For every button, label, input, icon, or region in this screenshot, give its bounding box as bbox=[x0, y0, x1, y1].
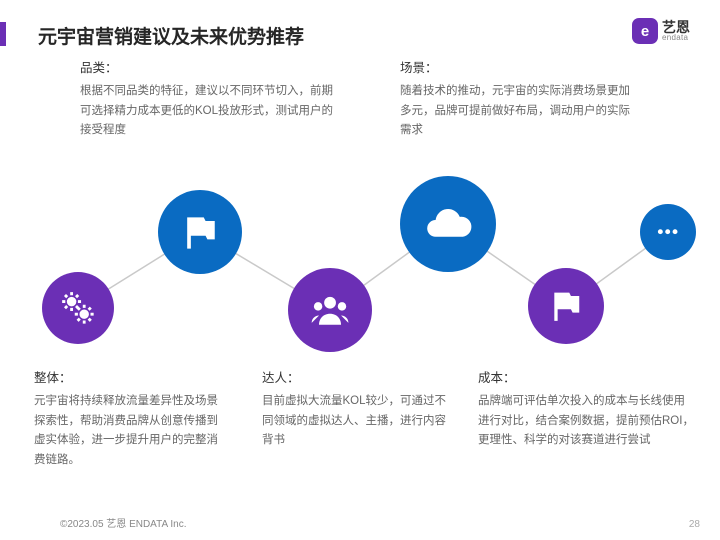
node-flag2 bbox=[528, 268, 604, 344]
node-dots bbox=[640, 204, 696, 260]
block-body: 元宇宙将持续释放流量差异性及场景探索性，帮助消费品牌从创意传播到虚实体验，进一步… bbox=[34, 392, 224, 470]
text-block-4: 成本： 品牌端可评估单次投入的成本与长线使用进行对比，结合案例数据，提前预估ROI… bbox=[478, 368, 696, 451]
block-body: 根据不同品类的特征，建议以不同环节切入，前期可选择精力成本更低的KOL投放形式，… bbox=[80, 82, 334, 141]
block-label: 达人： bbox=[262, 368, 448, 389]
block-label: 整体： bbox=[34, 368, 224, 389]
footer-copyright: ©2023.05 艺恩 ENDATA Inc. bbox=[60, 515, 187, 530]
block-label: 品类： bbox=[80, 58, 334, 79]
logo-icon: e bbox=[632, 18, 658, 44]
block-body: 品牌端可评估单次投入的成本与长线使用进行对比，结合案例数据，提前预估ROI，更理… bbox=[478, 392, 696, 451]
node-cloud bbox=[400, 176, 496, 272]
accent-bar bbox=[0, 22, 6, 46]
block-label: 成本： bbox=[478, 368, 696, 389]
node-flag1 bbox=[158, 190, 242, 274]
logo-en: endata bbox=[662, 34, 690, 42]
block-body: 随着技术的推动，元宇宙的实际消费场景更加多元，品牌可提前做好布局，调动用户的实际… bbox=[400, 82, 638, 141]
logo-cn: 艺恩 bbox=[662, 20, 690, 34]
page-number: 28 bbox=[689, 519, 700, 530]
logo: e 艺恩 endata bbox=[632, 18, 690, 44]
text-block-2: 整体： 元宇宙将持续释放流量差异性及场景探索性，帮助消费品牌从创意传播到虚实体验，… bbox=[34, 368, 224, 470]
text-block-1: 场景： 随着技术的推动，元宇宙的实际消费场景更加多元，品牌可提前做好布局，调动用户… bbox=[400, 58, 638, 141]
block-body: 目前虚拟大流量KOL较少，可通过不同领域的虚拟达人、主播，进行内容背书 bbox=[262, 392, 448, 451]
node-gears bbox=[42, 272, 114, 344]
node-group bbox=[288, 268, 372, 352]
text-block-3: 达人： 目前虚拟大流量KOL较少，可通过不同领域的虚拟达人、主播，进行内容背书 bbox=[262, 368, 448, 451]
page-title: 元宇宙营销建议及未来优势推荐 bbox=[38, 22, 690, 49]
text-block-0: 品类： 根据不同品类的特征，建议以不同环节切入，前期可选择精力成本更低的KOL投放… bbox=[80, 58, 334, 141]
block-label: 场景： bbox=[400, 58, 638, 79]
